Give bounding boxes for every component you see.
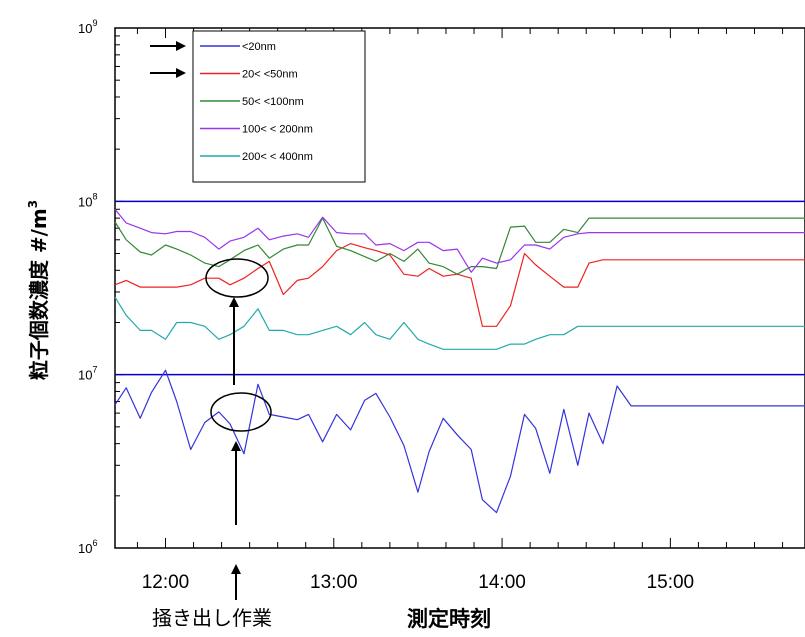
y-tick-exponent: 7 xyxy=(92,365,97,375)
legend-arrow-1-head xyxy=(176,41,186,51)
legend-label-2: 20< <50nm xyxy=(242,69,298,81)
series-line-4 xyxy=(114,208,805,273)
annotation-label: 掻き出し作業 xyxy=(152,606,272,630)
legend-arrow-2-head xyxy=(176,68,186,78)
y-tick-label: 107 xyxy=(78,365,97,383)
y-tick-exponent: 9 xyxy=(92,18,97,28)
y-tick-base: 10 xyxy=(78,21,92,36)
y-tick-exponent: 6 xyxy=(92,538,97,548)
y-tick-label: 108 xyxy=(78,191,97,209)
y-axis-title: 粒子個数濃度 #/m3 xyxy=(26,200,51,380)
annotation-arrow-upper-head xyxy=(229,297,239,307)
y-tick-base: 10 xyxy=(78,194,92,209)
x-tick-label: 14:00 xyxy=(478,572,526,593)
reference-lines xyxy=(115,200,805,376)
legend-label-5: 200< < 400nm xyxy=(242,151,313,163)
legend-arrows xyxy=(150,41,186,78)
highlight-ellipse-upper xyxy=(205,258,269,298)
y-tick-base: 10 xyxy=(78,541,92,556)
legend-box xyxy=(192,30,366,183)
legend: <20nm 20< <50nm 50< <100nm 100< < 200nm 200<… xyxy=(192,30,366,183)
x-tick-label: 13:00 xyxy=(310,572,358,593)
x-tick-labels: 12:00 13:00 14:00 15:00 xyxy=(142,572,694,593)
legend-label-1: <20nm xyxy=(242,41,276,53)
y-tick-exponent: 8 xyxy=(92,191,97,201)
annotation-arrow-middle-head xyxy=(231,441,241,451)
x-tick-label: 12:00 xyxy=(142,572,190,593)
series-layer xyxy=(114,208,805,514)
y-axis-title-main: 粒子個数濃度 #/m xyxy=(27,208,51,380)
legend-label-4: 100< < 200nm xyxy=(242,124,313,136)
y-axis-title-sup: 3 xyxy=(26,200,40,208)
y-tick-base: 10 xyxy=(78,368,92,383)
annotation-marks xyxy=(205,258,272,600)
x-tick-label: 15:00 xyxy=(647,572,695,593)
y-tick-label: 106 xyxy=(78,538,97,556)
series-line-1 xyxy=(114,369,805,514)
annotation-arrow-lower-head xyxy=(231,564,241,574)
highlight-ellipse-lower xyxy=(210,392,272,432)
series-line-5 xyxy=(114,296,805,350)
series-line-3 xyxy=(114,217,805,275)
y-tick-label: 109 xyxy=(78,18,97,36)
x-axis-title: 測定時刻 xyxy=(407,607,491,631)
legend-label-3: 50< <100nm xyxy=(242,96,304,108)
